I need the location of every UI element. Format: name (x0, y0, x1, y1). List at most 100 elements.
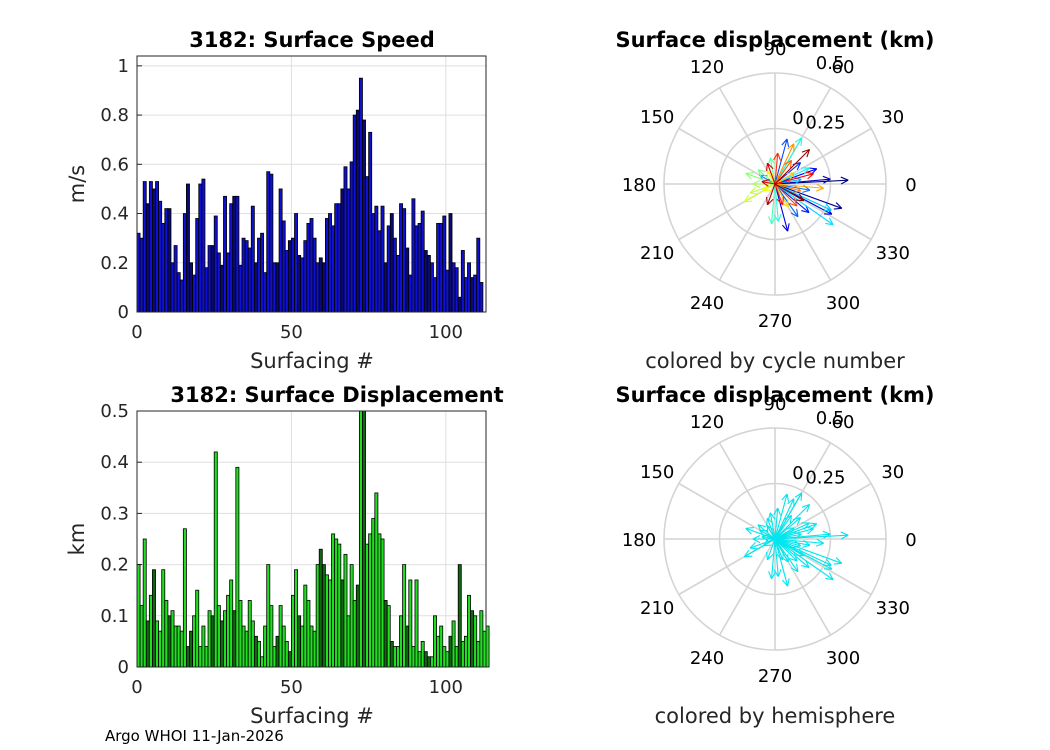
polar-angle-label: 240 (690, 293, 724, 314)
arrow-head (828, 217, 834, 226)
bar (173, 245, 178, 313)
arrow-head (800, 137, 803, 146)
polar-displacement-hemisphere: Surface displacement (km) colored by hem… (615, 383, 934, 728)
bar (463, 635, 468, 668)
y-tick-label: 0.4 (100, 204, 129, 225)
polar-radius-label: 0.5 (816, 53, 845, 74)
arrow-head (794, 185, 802, 192)
bar (337, 203, 342, 313)
bar (287, 651, 292, 668)
bar (365, 176, 370, 313)
arrow-shaft (774, 178, 831, 185)
bar (318, 548, 323, 668)
displacement-arrow (773, 507, 782, 540)
displacement-arrow (745, 172, 776, 185)
arrow-head (840, 534, 849, 540)
y-tick-label: 0 (118, 302, 129, 323)
arrow-head (789, 160, 793, 169)
arrow-head (825, 203, 832, 211)
arrow-shaft (774, 160, 793, 185)
arrow-shaft (774, 538, 801, 547)
arrow-head (807, 528, 814, 535)
arrow-head (767, 517, 774, 525)
arrow-head (789, 202, 798, 207)
bar (235, 195, 240, 313)
displacement-arrow (774, 183, 799, 218)
bar (467, 594, 471, 668)
arrow-head (805, 526, 814, 530)
arrow-head (777, 507, 782, 516)
arrow-shaft (770, 538, 776, 579)
bar (213, 215, 218, 313)
x-tick-label: 100 (429, 322, 463, 343)
arrow-head (806, 149, 811, 158)
arrow-head (823, 178, 831, 184)
arrow-head (781, 493, 788, 501)
bar (306, 222, 311, 313)
bar (155, 181, 160, 313)
arrow-head (784, 159, 792, 165)
bar (235, 466, 240, 668)
bar (164, 208, 169, 313)
bar (315, 262, 320, 313)
displacement-arrow (757, 524, 776, 540)
arrow-head (787, 554, 789, 563)
bar (396, 646, 400, 668)
bar (219, 620, 224, 668)
polar-angle-label: 0 (905, 175, 916, 196)
axes-box (136, 410, 487, 668)
arrow-shaft (774, 137, 803, 185)
polar-angle-label: 120 (690, 412, 724, 433)
bar (142, 538, 147, 668)
displacement-arrow (774, 526, 814, 540)
arrow-shaft (769, 157, 776, 185)
arrow-shaft (774, 168, 817, 185)
arrow-head (823, 533, 831, 539)
arrow-head (752, 535, 761, 540)
bar (463, 277, 468, 313)
arrow-head (763, 544, 772, 547)
arrow-shaft (774, 149, 810, 185)
bar (182, 528, 187, 668)
bar (281, 220, 286, 313)
bar (374, 205, 379, 313)
arrow-shaft (763, 183, 776, 192)
bar (334, 203, 339, 313)
arrow-head (766, 525, 769, 534)
bar (457, 564, 462, 668)
polar-angle-label: 30 (881, 107, 904, 128)
arrow-shaft (774, 538, 789, 563)
arrow-head (816, 538, 824, 544)
x-tick-label: 100 (429, 677, 463, 698)
bar (411, 198, 416, 313)
x-tick-label: 50 (280, 677, 303, 698)
bar (226, 252, 231, 313)
arrow-head (744, 200, 753, 203)
arrow-head (793, 198, 798, 207)
displacement-arrow (745, 527, 776, 540)
arrow-head (792, 190, 801, 193)
bar (176, 625, 181, 668)
arrow-head (763, 189, 772, 192)
bar (420, 210, 425, 313)
arrow-head (794, 540, 802, 547)
arrow-head (761, 178, 770, 183)
bar (448, 213, 453, 313)
arrow-head (781, 138, 788, 146)
arrow-shaft (774, 172, 795, 185)
x-tick-label: 0 (131, 677, 142, 698)
bar (392, 237, 397, 313)
bar (371, 213, 376, 313)
bar (294, 569, 299, 668)
arrow-shaft (745, 527, 776, 540)
bar (207, 610, 212, 668)
bar (439, 625, 444, 668)
bar (436, 222, 441, 313)
bar (340, 579, 345, 668)
arrow-shaft (766, 162, 776, 185)
displacement-arrow (768, 183, 777, 225)
bar (297, 254, 302, 313)
bar (272, 262, 277, 313)
y-tick-label: 0.8 (100, 105, 129, 126)
arrow-head (792, 545, 801, 548)
